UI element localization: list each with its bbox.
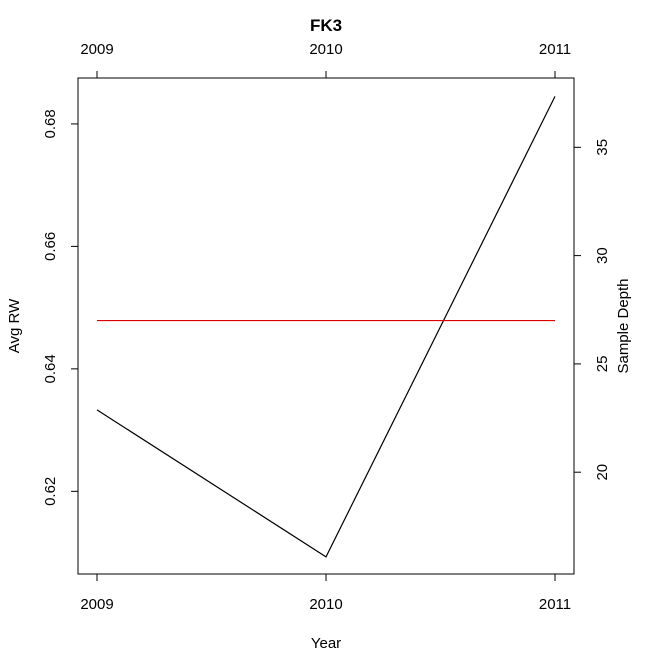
y-left-axis-label: Avg RW (6, 298, 23, 353)
avg-rw-line (96, 96, 556, 558)
chart-marks: 2009 2009 2010 2010 2011 2011 0.62 0.64 0.66 0.68… (42, 41, 611, 613)
y-left-tick-label: 0.66 (42, 232, 59, 261)
x-axis-label: Year (311, 635, 341, 652)
x-top-tick-label: 2009 (80, 41, 113, 58)
x-top-tick-label: 2011 (539, 41, 571, 58)
y-left-tick-label: 0.62 (42, 477, 59, 506)
y-right-axis-label: Sample Depth (615, 278, 632, 373)
x-top-tick-label: 2010 (309, 41, 342, 58)
y-right-tick-label: 30 (594, 247, 611, 264)
y-left-tick-label: 0.64 (42, 354, 59, 383)
y-right-tick-label: 35 (594, 139, 611, 156)
plot-frame (77, 77, 575, 575)
y-right-tick-label: 25 (594, 356, 611, 373)
y-right-tick-label: 20 (594, 464, 611, 481)
chart-title: FK3 (310, 16, 342, 35)
y-left-tick-label: 0.68 (42, 109, 59, 138)
x-bottom-tick-label: 2010 (309, 596, 342, 613)
x-bottom-tick-label: 2011 (539, 596, 571, 613)
x-bottom-tick-label: 2009 (80, 596, 113, 613)
